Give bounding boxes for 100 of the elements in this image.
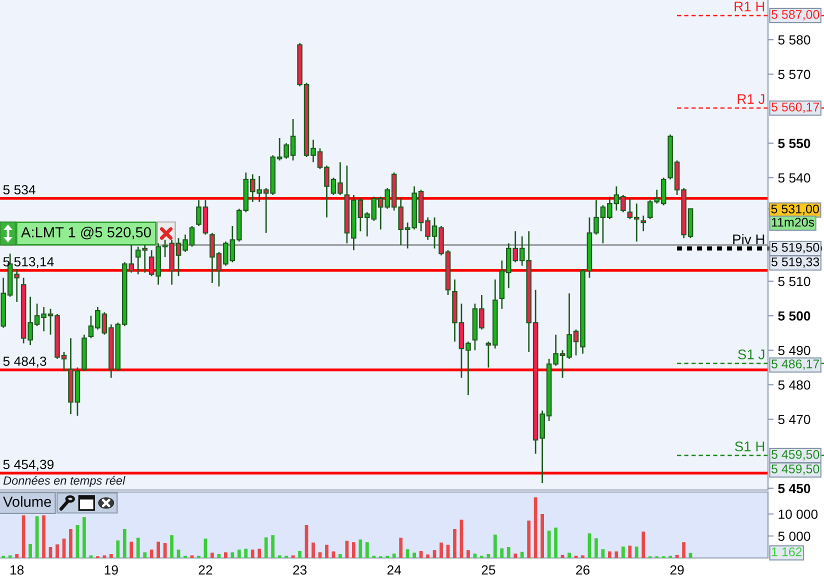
bar — [312, 542, 315, 558]
annotation: 5 560,17 — [772, 102, 820, 113]
bar — [62, 538, 66, 558]
x-tick-label: 26 — [576, 565, 590, 575]
bar — [278, 555, 282, 558]
bar — [514, 554, 518, 558]
bar — [224, 552, 228, 558]
y-tick-label: 5 531,00 — [771, 204, 819, 215]
y-tick-label: 5 470 — [778, 414, 810, 424]
bar — [143, 552, 147, 558]
x-tick-label: 23 — [293, 565, 307, 575]
bar — [325, 544, 328, 558]
bar — [506, 547, 510, 558]
ref-line-label: S1 J — [738, 349, 764, 360]
bar — [156, 542, 160, 558]
bar — [608, 551, 612, 558]
bar — [486, 554, 490, 558]
y-tick-label: 10 000 — [778, 510, 818, 519]
ref-line-label: R1 H — [734, 2, 764, 12]
bar — [406, 549, 410, 558]
bar — [473, 554, 477, 558]
bar — [440, 542, 443, 558]
bar — [35, 516, 39, 558]
annotation: Données en temps réel — [3, 476, 126, 488]
ref-line-label: R1 J — [738, 94, 764, 104]
y-tick-label: 5 500 — [778, 311, 810, 321]
bar — [432, 550, 436, 558]
text: 5 519,33 — [772, 257, 820, 268]
text: 11m20s — [772, 218, 814, 227]
bar — [130, 542, 134, 558]
bar — [466, 550, 470, 558]
bar — [136, 538, 140, 558]
x-tick-label: 24 — [387, 565, 402, 575]
bar — [358, 540, 362, 558]
bar — [581, 555, 584, 558]
bar — [365, 542, 369, 558]
text: 5 459,50 — [772, 464, 820, 475]
x-tick-label: 18 — [10, 565, 24, 575]
annotation: 5 486,17 — [772, 360, 820, 370]
bar — [210, 552, 214, 558]
chart-title: Volume — [3, 496, 51, 507]
bar — [122, 528, 126, 558]
bar — [204, 538, 208, 558]
bar — [109, 554, 113, 558]
bar — [102, 555, 106, 558]
bar — [237, 550, 241, 558]
annotation: 5 587,00 — [772, 10, 820, 20]
bar — [230, 552, 234, 558]
y-tick-label: 5 540 — [778, 173, 810, 183]
y-tick-label: 5 450 — [778, 484, 810, 494]
bar — [258, 548, 262, 558]
bar — [264, 537, 268, 558]
bar — [352, 542, 356, 558]
ref-line-label: 5 484,3 — [3, 356, 46, 368]
bar — [217, 554, 221, 558]
bar — [15, 554, 19, 558]
y-tick-label: 5 510 — [778, 276, 810, 286]
bar — [453, 528, 456, 558]
x-tick-label: 22 — [198, 565, 212, 575]
bar — [426, 554, 430, 558]
x-tick-label: 19 — [104, 565, 118, 575]
bar — [8, 555, 12, 558]
bar — [682, 542, 686, 558]
ref-line-label: 5 534 — [3, 185, 36, 194]
ref-line-label: 5 513,14 — [3, 257, 54, 268]
ref-line-label: S1 H — [734, 442, 764, 452]
bar — [594, 538, 598, 558]
y-tick-label: 5 490 — [778, 346, 810, 356]
bar — [500, 548, 504, 558]
y-tick-label: 5 580 — [778, 35, 810, 45]
y-tick-label: 5 000 — [778, 532, 810, 541]
bar — [244, 548, 248, 558]
bar — [176, 550, 180, 558]
x-tick-label: 25 — [482, 565, 496, 575]
ref-line-label: Piv H — [733, 234, 764, 244]
bar — [28, 544, 32, 558]
bar — [82, 517, 86, 558]
bar — [56, 544, 59, 558]
bar — [170, 535, 174, 558]
bar — [22, 515, 26, 558]
annotation: 5 519,50 — [772, 242, 820, 254]
bar — [534, 497, 538, 558]
bar — [527, 520, 531, 558]
bar — [250, 550, 254, 558]
bar — [42, 515, 46, 558]
bar — [493, 534, 497, 558]
bar — [298, 550, 302, 558]
bar — [399, 538, 403, 558]
bar — [547, 530, 551, 558]
y-tick-label: 5 480 — [778, 380, 810, 390]
bar — [460, 520, 464, 558]
bar — [621, 546, 625, 558]
bar — [634, 546, 638, 558]
annotation: A:LMT 1 @5 520,50 — [21, 226, 151, 240]
bar — [69, 528, 72, 558]
bar — [520, 552, 524, 558]
annotation: 5 459,50 — [772, 450, 820, 460]
annotation: 1 162 — [772, 547, 802, 556]
bar — [614, 551, 618, 558]
bar — [628, 546, 632, 558]
